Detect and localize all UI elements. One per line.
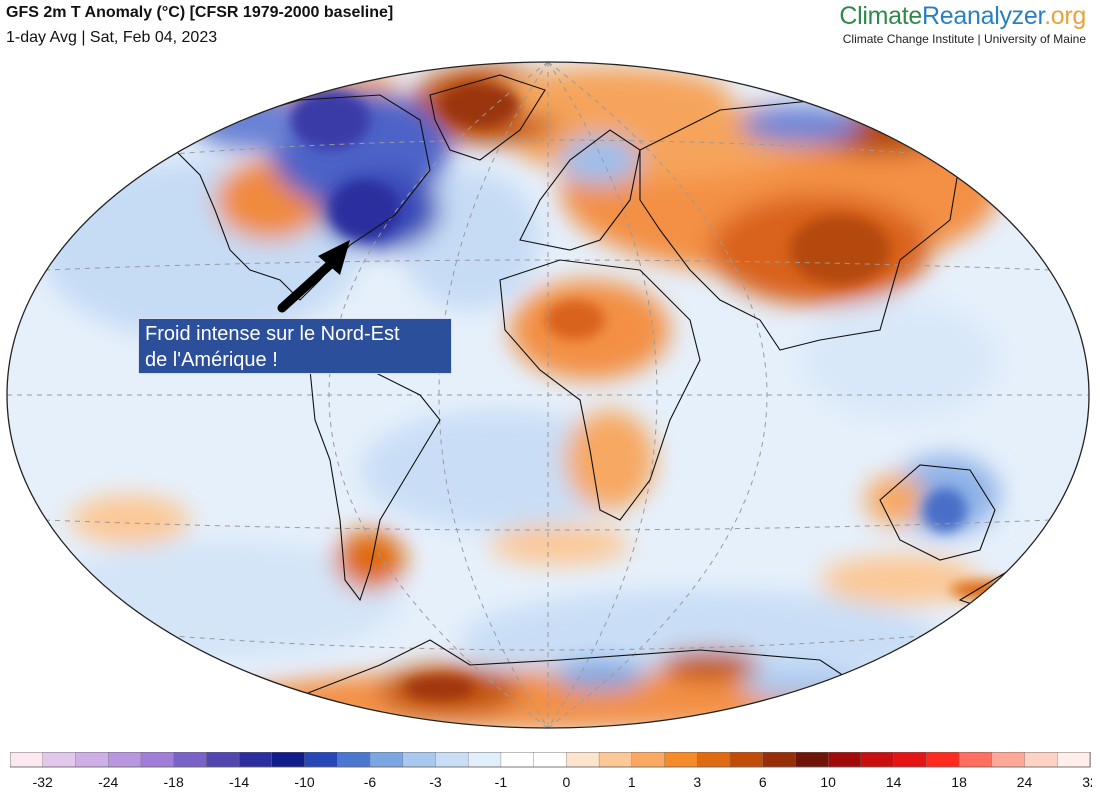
legend-swatch — [566, 752, 600, 768]
legend-swatch — [631, 752, 666, 768]
legend-tick-label: -32 — [33, 774, 53, 790]
legend-swatch — [467, 752, 502, 768]
legend-swatch — [42, 752, 77, 768]
legend-swatch — [304, 752, 338, 768]
africa-outline — [499, 259, 701, 521]
south-america-outline — [309, 364, 441, 602]
legend-swatch — [1024, 752, 1058, 768]
world-anomaly-map — [6, 61, 1090, 729]
brand-part-climate: Climate — [839, 2, 923, 30]
globe-border — [6, 61, 1090, 729]
legend-swatch — [958, 752, 993, 768]
legend-swatch — [369, 752, 404, 768]
legend-tick-label: 18 — [951, 774, 967, 790]
antarctica-outline — [289, 639, 881, 701]
legend-swatch — [664, 752, 698, 768]
legend-swatch — [1057, 752, 1091, 768]
legend-swatch — [402, 752, 437, 768]
brand-part-org: .org — [1044, 2, 1086, 30]
map-subtitle: 1-day Avg | Sat, Feb 04, 2023 — [6, 29, 218, 46]
graticule — [7, 62, 1089, 728]
legend-swatch — [729, 752, 764, 768]
legend-swatch — [860, 752, 895, 768]
legend-swatch — [271, 752, 306, 768]
anomaly-blobs-core — [290, 83, 1030, 700]
brand-part-reanalyzer: Reanalyzer — [922, 2, 1045, 30]
legend-swatch — [10, 752, 44, 768]
legend-swatch — [598, 752, 633, 768]
australia-outline — [879, 464, 996, 561]
coastlines — [174, 74, 1021, 701]
legend-swatch — [140, 752, 175, 768]
brand-name: ClimateReanalyzer.org — [839, 2, 1086, 31]
legend-tick-label: 1 — [628, 774, 636, 790]
annotation-arrow — [277, 240, 350, 313]
legend-swatch — [206, 752, 240, 768]
legend-swatch — [75, 752, 109, 768]
brand-subtitle: Climate Change Institute | University of… — [842, 32, 1086, 46]
legend-tick-label: -10 — [294, 774, 314, 790]
legend-swatch — [107, 752, 142, 768]
legend-swatch — [697, 752, 731, 768]
legend-tick-label: 0 — [562, 774, 570, 790]
legend-tick-label: -6 — [364, 774, 377, 790]
legend-swatch — [337, 752, 371, 768]
legend-swatch — [238, 752, 273, 768]
legend-swatches — [10, 752, 1091, 768]
legend-tick-label: -1 — [495, 774, 508, 790]
legend-tick-label: 6 — [759, 774, 767, 790]
legend-swatch — [827, 752, 862, 768]
legend-swatch — [795, 752, 829, 768]
legend-tick-label: 32 — [1082, 774, 1092, 790]
map-title: GFS 2m T Anomaly (°C) [CFSR 1979-2000 ba… — [6, 4, 394, 21]
legend-swatch — [926, 752, 960, 768]
legend-swatch — [762, 752, 797, 768]
legend-tick-label: -3 — [429, 774, 442, 790]
legend-swatch — [500, 752, 535, 768]
legend-tick-label: 24 — [1017, 774, 1033, 790]
color-scale-legend: -32-24-18-14-10-6-3-101361014182432 — [10, 752, 1092, 790]
annotation-line-1: Froid intense sur le Nord-Est — [145, 323, 400, 345]
legend-swatch — [893, 752, 928, 768]
legend-swatch — [173, 752, 208, 768]
legend-tick-label: -14 — [229, 774, 249, 790]
legend-tick-label: -24 — [98, 774, 118, 790]
legend-swatch — [435, 752, 469, 768]
legend-swatch — [533, 752, 568, 768]
legend-tick-label: 3 — [693, 774, 701, 790]
legend-swatch — [991, 752, 1026, 768]
greenland-outline — [429, 74, 546, 161]
brand-logo[interactable]: ClimateReanalyzer.org Climate Change Ins… — [839, 2, 1086, 46]
annotation-line-2: de l'Amérique ! — [145, 349, 278, 371]
annotation-callout: Froid intense sur le Nord-Est de l'Améri… — [138, 318, 452, 374]
legend-tick-label: -18 — [164, 774, 184, 790]
legend-tick-label: 10 — [820, 774, 836, 790]
legend-tick-label: 14 — [886, 774, 902, 790]
legend-tick-labels: -32-24-18-14-10-6-3-101361014182432 — [33, 774, 1092, 790]
